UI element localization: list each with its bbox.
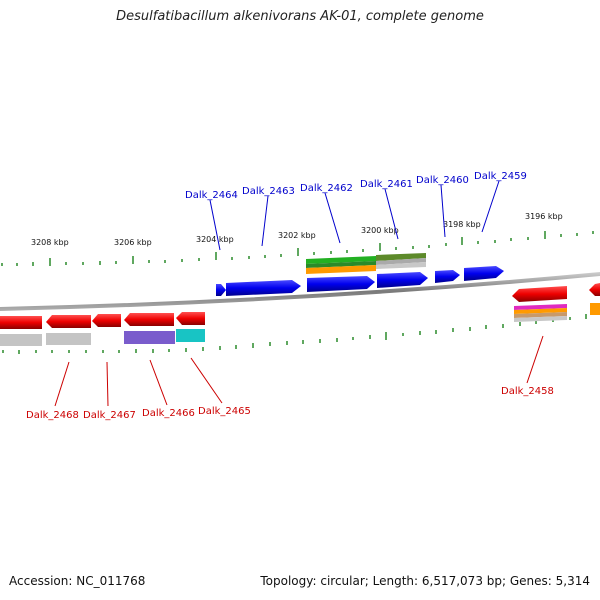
gene-label-top: Dalk_2461 (360, 179, 413, 190)
page-title: Desulfatibacillum alkenivorans AK-01, co… (116, 9, 484, 24)
gene-label-bottom: Dalk_2467 (83, 410, 136, 421)
gene-arrow-dalk-2464[interactable] (216, 284, 226, 296)
gene-arrow-edge[interactable] (589, 283, 600, 296)
gene-arrow-dalk-2465[interactable] (124, 313, 174, 326)
gene-label-bottom: Dalk_2458 (501, 386, 554, 397)
ruler-labels: 3208 kbp 3206 kbp 3204 kbp 3202 kbp 3200… (31, 212, 563, 247)
forward-genes[interactable] (216, 266, 504, 296)
kbp-label: 3208 kbp (31, 238, 69, 247)
gene-arrow-dalk-2463[interactable] (226, 280, 301, 296)
top-gene-labels: Dalk_2464 Dalk_2463 Dalk_2462 Dalk_2461 … (185, 171, 527, 251)
gene-label-top: Dalk_2459 (474, 171, 527, 182)
accession-text: Accession: NC_011768 (9, 574, 146, 588)
genome-backbone (0, 272, 600, 311)
kbp-label: 3200 kbp (361, 226, 399, 235)
gene-arrow-dalk-2460[interactable] (435, 270, 460, 283)
gene-label-top: Dalk_2462 (300, 183, 353, 194)
gene-arrow-dalk-2468[interactable] (0, 316, 42, 329)
gene-arrow-dalk-2458[interactable] (512, 286, 567, 302)
gene-arrow-dalk-2465b[interactable] (176, 312, 205, 325)
bottom-gene-labels: Dalk_2468 Dalk_2467 Dalk_2466 Dalk_2465 … (26, 335, 554, 421)
gene-label-bottom: Dalk_2465 (198, 406, 251, 417)
kbp-label: 3196 kbp (525, 212, 563, 221)
gene-arrow-dalk-2467[interactable] (46, 315, 91, 328)
gene-label-bottom: Dalk_2468 (26, 410, 79, 421)
kbp-label: 3202 kbp (278, 231, 316, 240)
kbp-label: 3204 kbp (196, 235, 234, 244)
genome-summary-text: Topology: circular; Length: 6,517,073 bp… (260, 574, 590, 588)
reverse-genes[interactable] (0, 283, 600, 329)
gene-label-top: Dalk_2464 (185, 190, 238, 201)
gene-arrow-dalk-2459[interactable] (464, 266, 504, 281)
feature-bars-bottom (0, 303, 600, 346)
gene-label-top: Dalk_2463 (242, 186, 295, 197)
feature-bars-top (306, 253, 426, 274)
lower-ruler (2, 314, 587, 354)
gene-arrow-dalk-2462[interactable] (307, 276, 375, 292)
gene-arrow-dalk-2466[interactable] (92, 314, 121, 327)
upper-ruler (1, 231, 594, 266)
kbp-label: 3206 kbp (114, 238, 152, 247)
gene-arrow-dalk-2461[interactable] (377, 272, 428, 288)
gene-label-bottom: Dalk_2466 (142, 408, 195, 419)
gene-label-top: Dalk_2460 (416, 175, 469, 186)
kbp-label: 3198 kbp (443, 220, 481, 229)
